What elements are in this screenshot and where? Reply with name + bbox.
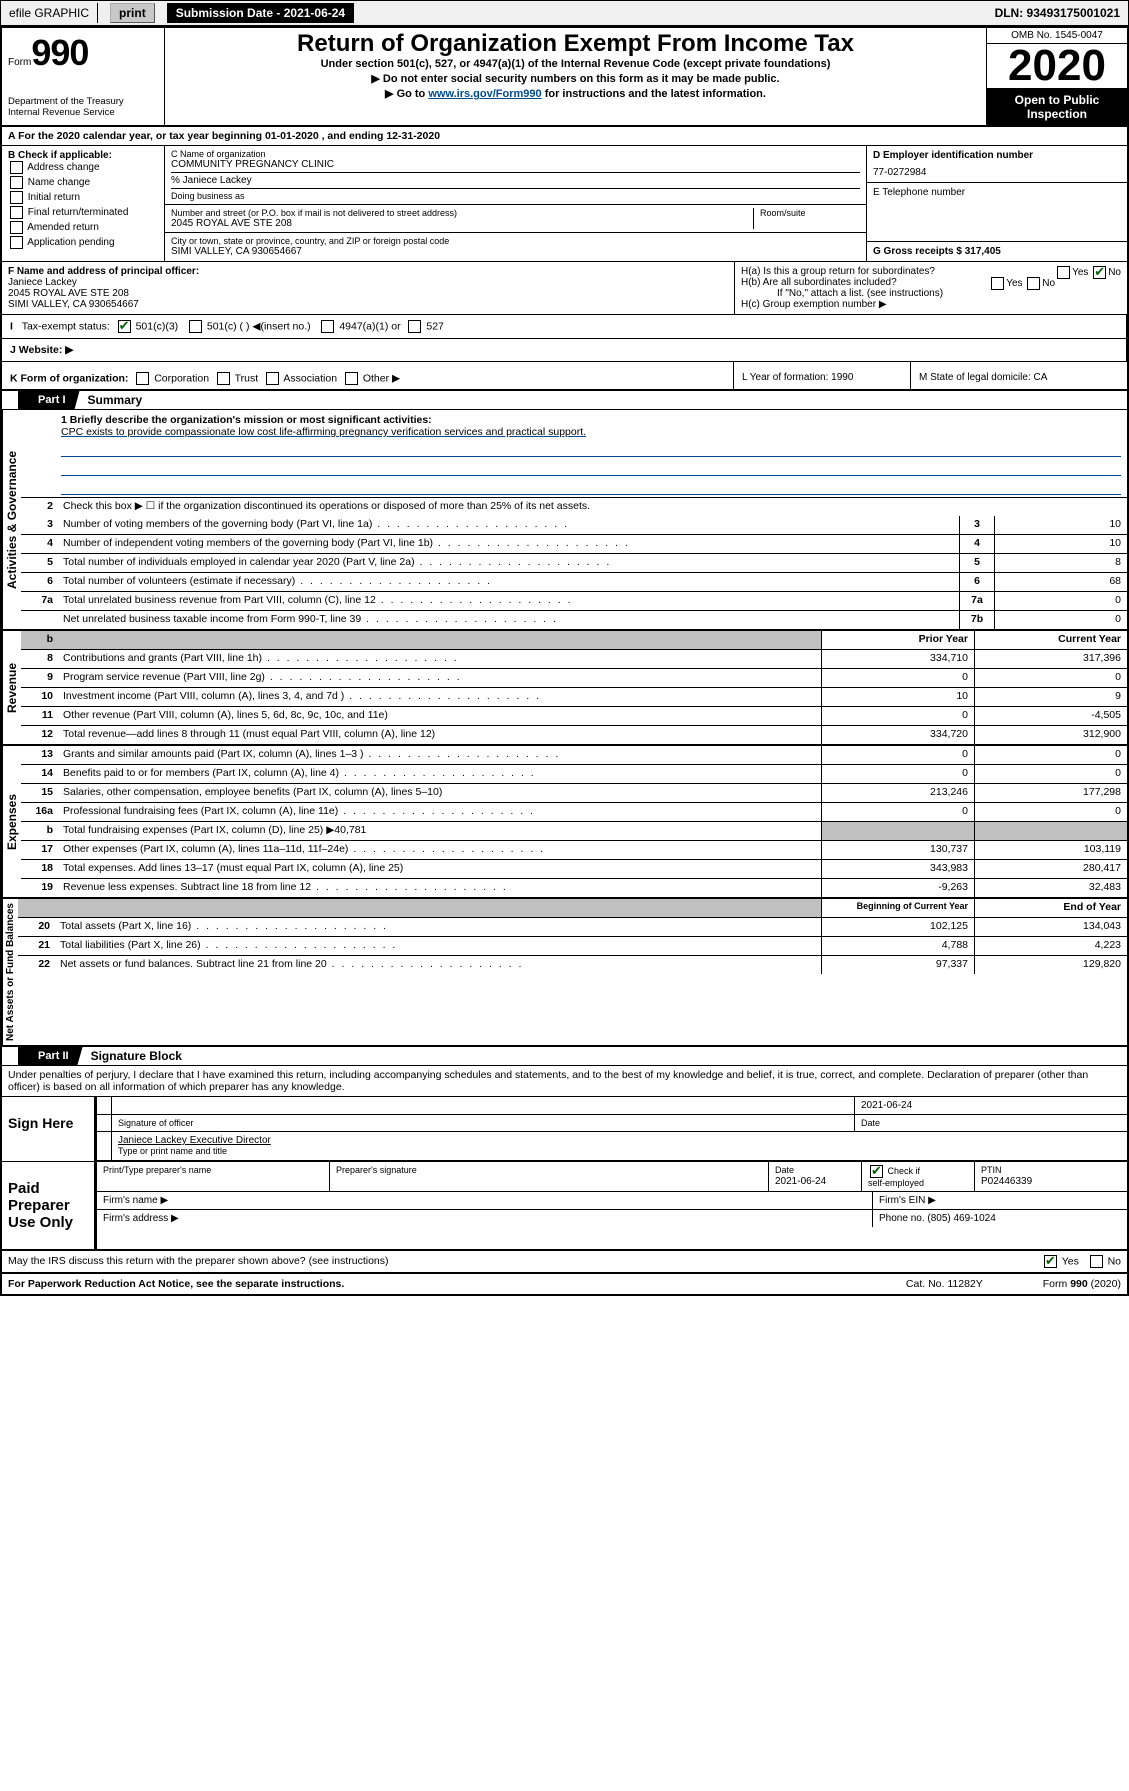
address-row: Number and street (or P.O. box if mail i… bbox=[165, 205, 866, 233]
net-assets-section: Net Assets or Fund Balances Beginning of… bbox=[2, 899, 1127, 1047]
top-toolbar: efile GRAPHIC print Submission Date - 20… bbox=[0, 0, 1129, 26]
org-form-row: K Form of organization: Corporation Trus… bbox=[2, 362, 1127, 391]
chk-ha-no[interactable] bbox=[1093, 266, 1106, 279]
checkbox-column-b: B Check if applicable: Address change Na… bbox=[2, 146, 165, 261]
phone-row: E Telephone number bbox=[867, 183, 1127, 242]
chk-name-change[interactable] bbox=[10, 176, 23, 189]
form-ref: Form 990 (2020) bbox=[1043, 1278, 1121, 1290]
efile-label: efile GRAPHIC bbox=[1, 3, 98, 23]
expenses-section: Expenses 13Grants and similar amounts pa… bbox=[2, 746, 1127, 899]
chk-assoc[interactable] bbox=[266, 372, 279, 385]
discuss-row: May the IRS discuss this return with the… bbox=[2, 1251, 1127, 1274]
revenue-label: Revenue bbox=[2, 631, 21, 744]
paid-preparer-block: Paid Preparer Use Only Print/Type prepar… bbox=[2, 1162, 1127, 1251]
city-row: City or town, state or province, country… bbox=[165, 233, 866, 260]
chk-discuss-yes[interactable] bbox=[1044, 1255, 1057, 1268]
tax-status-row: I Tax-exempt status: 501(c)(3) 501(c) ( … bbox=[2, 315, 1127, 339]
chk-other[interactable] bbox=[345, 372, 358, 385]
form-title: Return of Organization Exempt From Incom… bbox=[171, 30, 980, 58]
dln-label: DLN: 93493175001021 bbox=[987, 3, 1128, 23]
chk-hb-no[interactable] bbox=[1027, 277, 1040, 290]
chk-self-employed[interactable] bbox=[870, 1165, 883, 1178]
dept-treasury: Department of the Treasury bbox=[8, 96, 158, 107]
year-formation: L Year of formation: 1990 bbox=[733, 362, 910, 389]
chk-ha-yes[interactable] bbox=[1057, 266, 1070, 279]
part1-header: Part I Summary bbox=[2, 391, 1127, 410]
irs-link[interactable]: www.irs.gov/Form990 bbox=[428, 88, 541, 100]
footer-row: For Paperwork Reduction Act Notice, see … bbox=[2, 1274, 1127, 1294]
website-label: J Website: ▶ bbox=[10, 344, 73, 356]
chk-527[interactable] bbox=[408, 320, 421, 333]
submission-date: Submission Date - 2021-06-24 bbox=[168, 3, 354, 23]
form-header: Form990 Department of the Treasury Inter… bbox=[2, 28, 1127, 127]
form-word: Form bbox=[8, 57, 31, 68]
chk-app-pending[interactable] bbox=[10, 236, 23, 249]
net-assets-label: Net Assets or Fund Balances bbox=[2, 899, 18, 1045]
chk-hb-yes[interactable] bbox=[991, 277, 1004, 290]
chk-initial-return[interactable] bbox=[10, 191, 23, 204]
chk-corp[interactable] bbox=[136, 372, 149, 385]
print-button[interactable]: print bbox=[110, 3, 155, 23]
paid-preparer-label: Paid Preparer Use Only bbox=[2, 1162, 97, 1249]
entity-block: B Check if applicable: Address change Na… bbox=[2, 146, 1127, 262]
tax-year: 2020 bbox=[987, 44, 1127, 89]
chk-501c3[interactable] bbox=[118, 320, 131, 333]
state-domicile: M State of legal domicile: CA bbox=[910, 362, 1127, 389]
declaration-text: Under penalties of perjury, I declare th… bbox=[2, 1066, 1127, 1097]
form-number: 990 bbox=[31, 32, 88, 73]
dept-irs: Internal Revenue Service bbox=[8, 107, 158, 118]
chk-address-change[interactable] bbox=[10, 161, 23, 174]
chk-501c[interactable] bbox=[189, 320, 202, 333]
revenue-section: Revenue bPrior YearCurrent Year 8Contrib… bbox=[2, 631, 1127, 746]
open-public-badge: Open to PublicInspection bbox=[987, 89, 1127, 125]
chk-final-return[interactable] bbox=[10, 206, 23, 219]
chk-4947[interactable] bbox=[321, 320, 334, 333]
governance-section: Activities & Governance 1 Briefly descri… bbox=[2, 410, 1127, 631]
paperwork-notice: For Paperwork Reduction Act Notice, see … bbox=[8, 1278, 344, 1290]
chk-amended[interactable] bbox=[10, 221, 23, 234]
chk-trust[interactable] bbox=[217, 372, 230, 385]
officer-group-row: F Name and address of principal officer:… bbox=[2, 262, 1127, 315]
tax-year-line: A For the 2020 calendar year, or tax yea… bbox=[2, 127, 1127, 146]
expenses-label: Expenses bbox=[2, 746, 21, 897]
org-name-row: C Name of organization COMMUNITY PREGNAN… bbox=[165, 146, 866, 205]
governance-label: Activities & Governance bbox=[2, 410, 21, 629]
sign-here-label: Sign Here bbox=[2, 1097, 97, 1161]
part2-header: Part II Signature Block bbox=[2, 1047, 1127, 1066]
subtitle-2: ▶ Do not enter social security numbers o… bbox=[171, 72, 980, 85]
gross-receipts-row: G Gross receipts $ 317,405 bbox=[867, 242, 1127, 261]
subtitle-3: ▶ Go to www.irs.gov/Form990 for instruct… bbox=[171, 87, 980, 100]
chk-discuss-no[interactable] bbox=[1090, 1255, 1103, 1268]
sign-here-block: Sign Here 2021-06-24 Signature of office… bbox=[2, 1097, 1127, 1162]
ein-row: D Employer identification number 77-0272… bbox=[867, 146, 1127, 183]
mission-line: 1 Briefly describe the organization's mi… bbox=[21, 410, 1127, 497]
cat-no: Cat. No. 11282Y bbox=[906, 1278, 983, 1290]
subtitle-1: Under section 501(c), 527, or 4947(a)(1)… bbox=[171, 58, 980, 70]
